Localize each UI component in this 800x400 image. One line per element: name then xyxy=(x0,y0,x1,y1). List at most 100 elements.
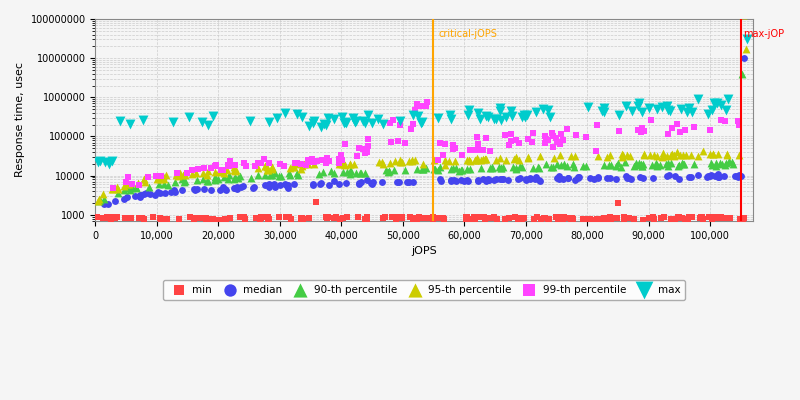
median xyxy=(523,175,536,182)
min xyxy=(460,216,473,222)
min xyxy=(220,216,233,222)
99-th percentile xyxy=(273,161,286,167)
max xyxy=(207,112,220,119)
min xyxy=(102,215,114,222)
median xyxy=(477,176,490,182)
99-th percentile xyxy=(470,134,483,140)
min xyxy=(711,215,724,221)
90-th percentile xyxy=(614,164,627,170)
max xyxy=(318,120,330,127)
max xyxy=(336,114,349,120)
min xyxy=(138,216,150,222)
99-th percentile xyxy=(554,130,567,137)
max xyxy=(520,112,533,118)
95-th percentile xyxy=(228,164,241,170)
95-th percentile xyxy=(510,154,522,161)
90-th percentile xyxy=(178,178,190,185)
min xyxy=(336,215,349,222)
95-th percentile xyxy=(111,186,124,192)
median xyxy=(366,179,379,186)
99-th percentile xyxy=(510,137,523,144)
min xyxy=(584,216,597,223)
median xyxy=(187,186,200,192)
90-th percentile xyxy=(190,177,203,184)
90-th percentile xyxy=(202,177,214,184)
90-th percentile xyxy=(545,164,558,170)
90-th percentile xyxy=(605,162,618,168)
max xyxy=(306,120,319,126)
90-th percentile xyxy=(533,164,546,171)
95-th percentile xyxy=(479,155,492,162)
min xyxy=(433,215,446,221)
90-th percentile xyxy=(196,176,209,182)
min xyxy=(233,214,246,220)
min xyxy=(566,215,578,222)
99-th percentile xyxy=(662,131,674,138)
95-th percentile xyxy=(478,156,491,162)
99-th percentile xyxy=(181,170,194,176)
95-th percentile xyxy=(286,163,298,170)
min xyxy=(550,214,562,220)
95-th percentile xyxy=(396,159,409,165)
95-th percentile xyxy=(512,157,525,163)
95-th percentile xyxy=(338,161,350,168)
99-th percentile xyxy=(226,162,238,168)
99-th percentile xyxy=(170,170,183,177)
95-th percentile xyxy=(178,172,191,179)
min xyxy=(406,216,419,222)
median xyxy=(524,176,537,182)
max xyxy=(414,119,427,126)
median xyxy=(701,174,714,180)
95-th percentile xyxy=(668,152,681,158)
95-th percentile xyxy=(151,175,164,182)
min xyxy=(487,214,500,221)
99-th percentile xyxy=(278,162,290,169)
99-th percentile xyxy=(221,162,234,168)
max xyxy=(314,123,327,130)
95-th percentile xyxy=(106,186,119,192)
95-th percentile xyxy=(266,164,278,170)
90-th percentile xyxy=(665,160,678,166)
max xyxy=(702,110,714,117)
max xyxy=(518,112,530,118)
min xyxy=(648,215,661,222)
99-th percentile xyxy=(133,182,146,188)
90-th percentile xyxy=(251,172,264,178)
90-th percentile xyxy=(677,161,690,167)
min xyxy=(467,214,480,220)
90-th percentile xyxy=(169,178,182,185)
min xyxy=(604,213,617,220)
95-th percentile xyxy=(121,180,134,187)
95-th percentile xyxy=(471,157,484,163)
median xyxy=(682,174,695,180)
min xyxy=(539,215,552,221)
min xyxy=(558,214,570,220)
max xyxy=(479,113,492,119)
median xyxy=(231,186,244,192)
median xyxy=(562,175,575,182)
95-th percentile xyxy=(463,158,476,164)
95-th percentile xyxy=(200,172,213,178)
95-th percentile xyxy=(138,178,151,185)
90-th percentile xyxy=(602,161,615,168)
max xyxy=(613,112,626,118)
min xyxy=(738,214,750,221)
95-th percentile xyxy=(106,186,118,192)
99-th percentile xyxy=(439,141,452,148)
median xyxy=(353,180,366,186)
95-th percentile xyxy=(403,158,416,164)
min xyxy=(328,215,341,221)
min xyxy=(415,215,428,222)
90-th percentile xyxy=(705,160,718,166)
min xyxy=(296,215,309,222)
95-th percentile xyxy=(218,170,230,176)
min xyxy=(302,214,315,221)
median xyxy=(263,181,276,187)
max xyxy=(123,121,136,128)
min xyxy=(590,216,603,223)
90-th percentile xyxy=(211,176,224,183)
min xyxy=(534,216,547,222)
median xyxy=(406,178,419,185)
90-th percentile xyxy=(434,164,446,170)
95-th percentile xyxy=(601,154,614,160)
